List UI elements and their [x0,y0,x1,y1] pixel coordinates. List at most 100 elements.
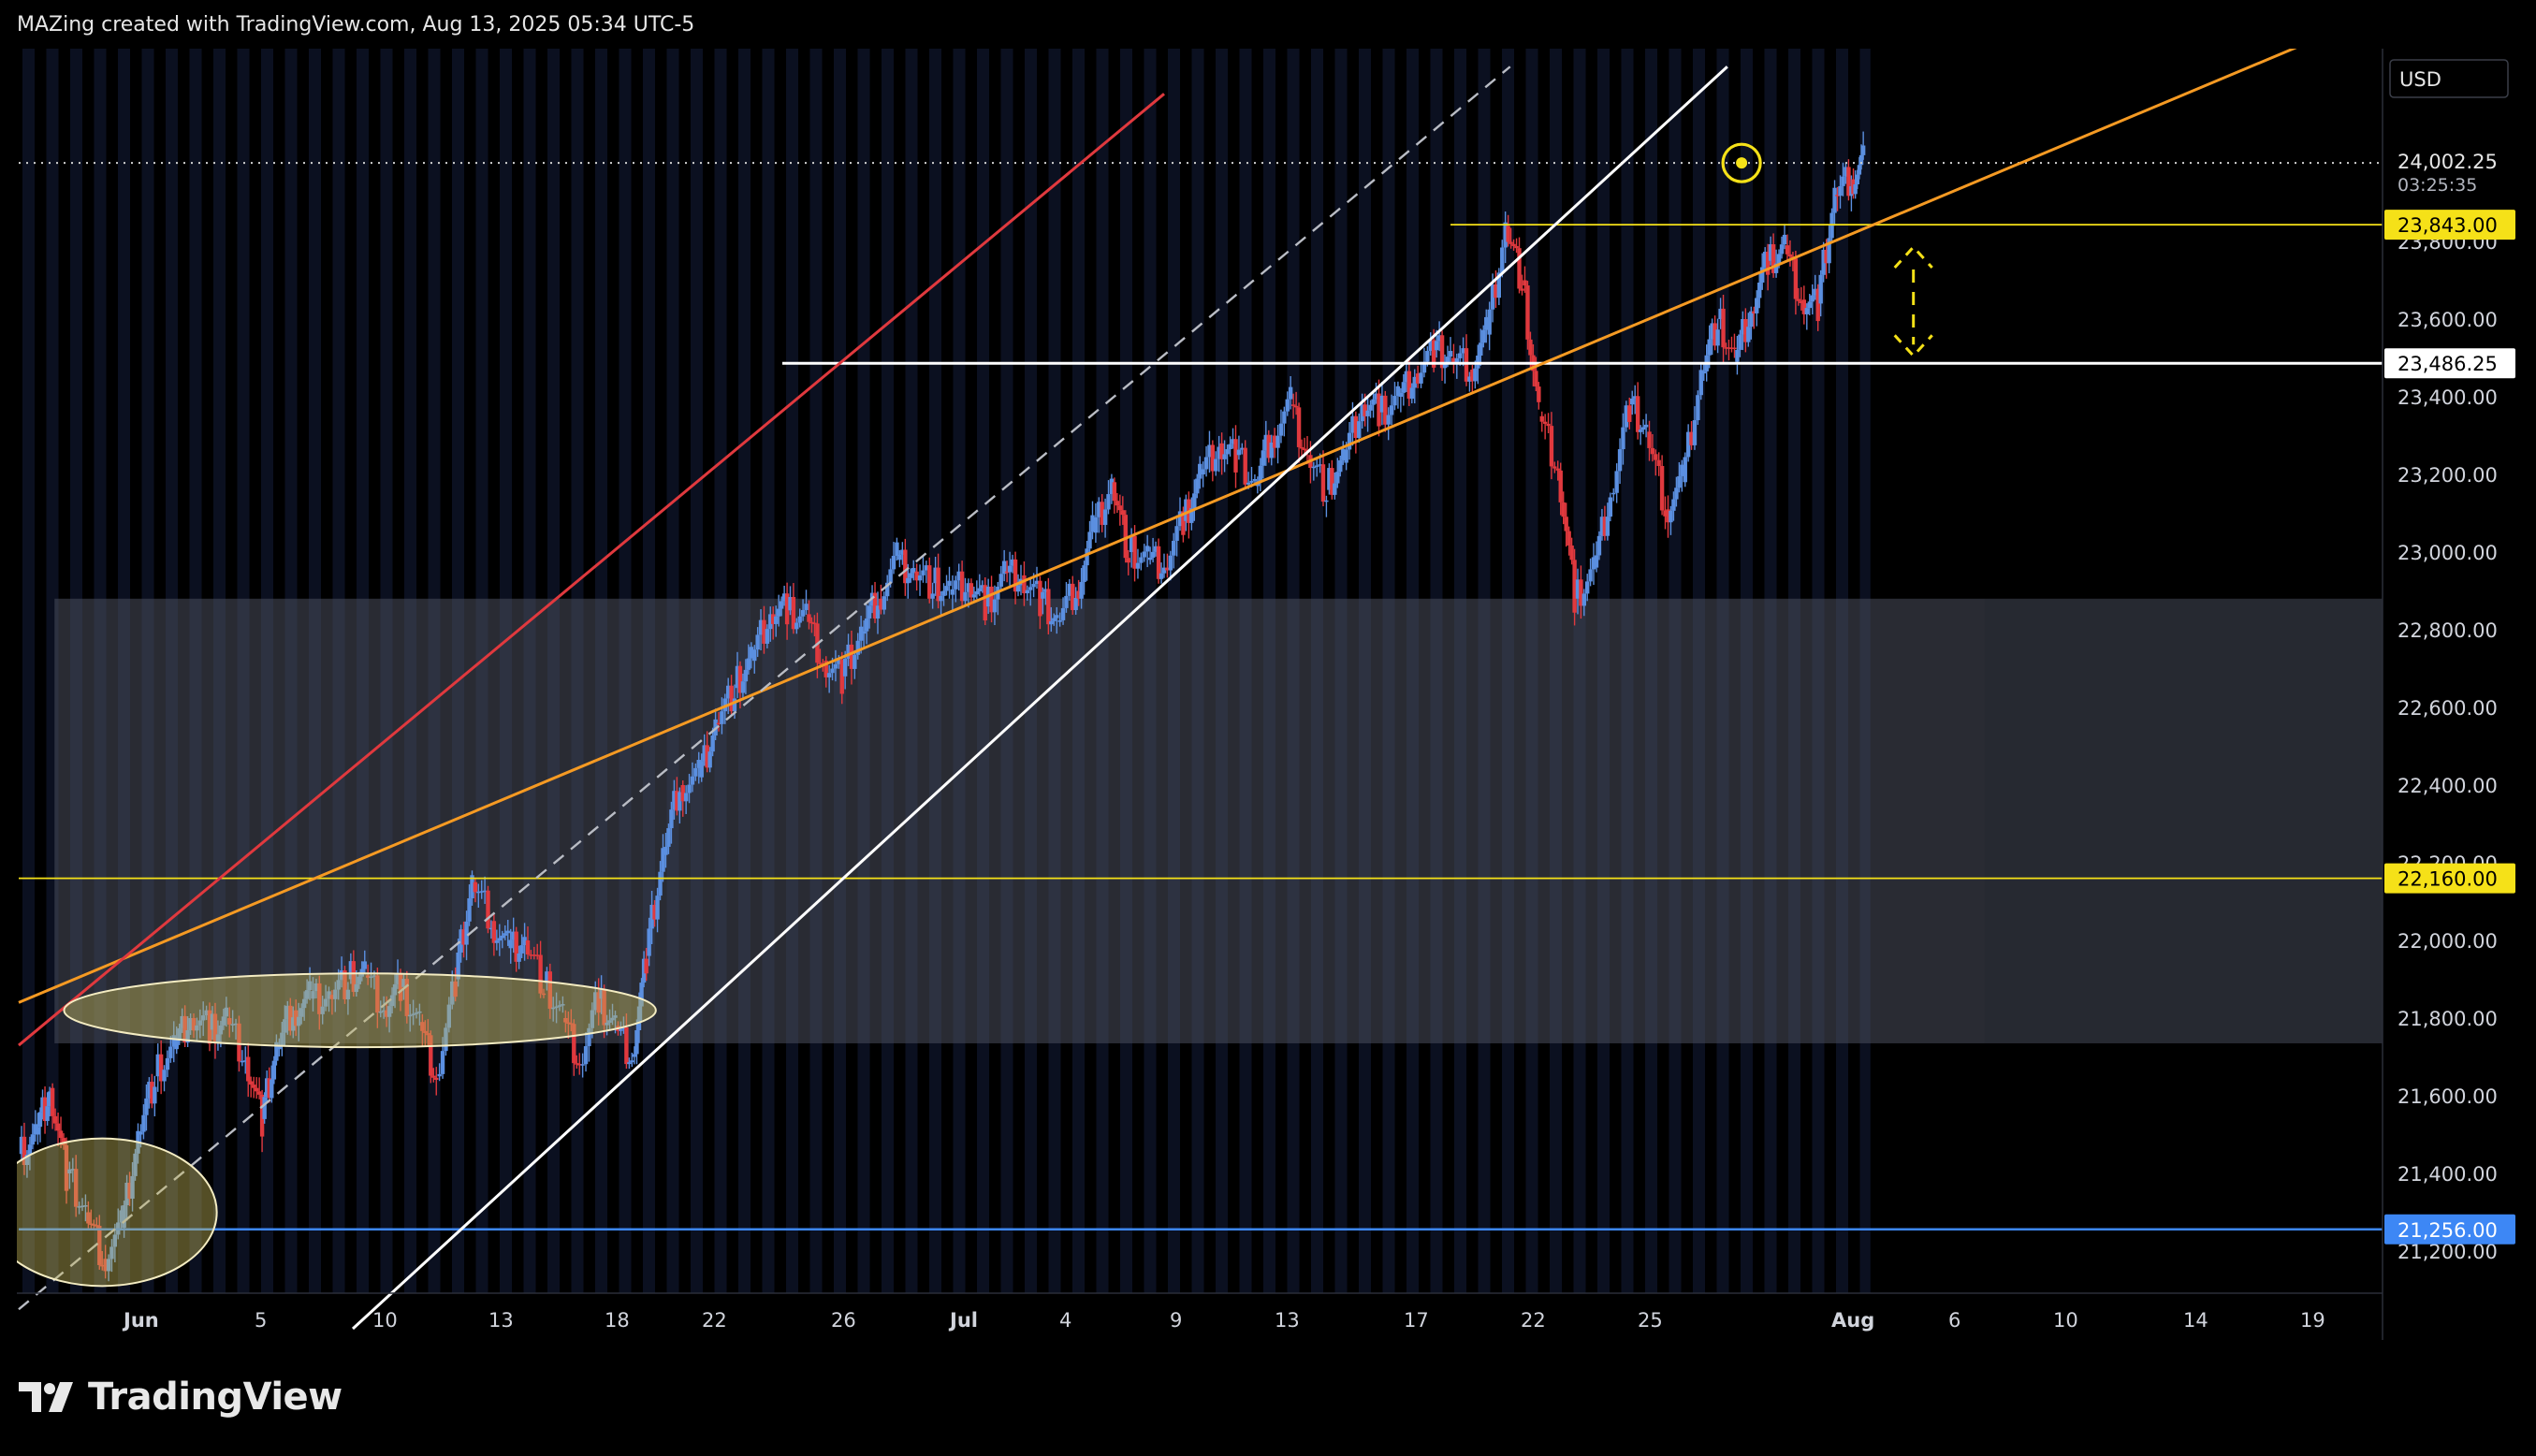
candle-body [1085,548,1089,566]
x-tick-label: 26 [831,1309,856,1332]
candle-body [1115,501,1120,506]
candle-body [1558,470,1563,502]
candle-body [809,621,814,624]
candle-body [174,1040,179,1050]
candle-body [1013,559,1018,592]
candle-body [511,931,516,940]
candle-body [666,828,671,847]
candle-body [150,1082,154,1104]
candle-body [1318,464,1322,466]
candle-body [1841,176,1845,186]
candle-body [55,1123,61,1131]
candle-body [649,904,654,929]
candle-body [133,1153,138,1176]
countdown-label: 03:25:35 [2398,175,2477,196]
candle-body [675,791,679,811]
candle-body [1669,510,1673,523]
candle-body [927,565,932,599]
candle-body [1288,386,1293,400]
candle-body [1392,396,1397,406]
candle-body [1671,499,1676,511]
candle-body [891,556,896,570]
candle-body [1643,424,1649,428]
candle-body [270,1079,274,1099]
candle-body [535,954,540,956]
candle-body [434,1077,439,1080]
candle-body [470,875,474,899]
candle-body [812,622,817,625]
candle-body [1299,446,1304,449]
candle-body [1406,371,1411,400]
candle-body [83,1205,88,1207]
chart-frame[interactable]: USD 21,200.00 21,400.00 21,600.00 21,800.00 2… [0,9,2517,1340]
candle-body [1090,515,1095,532]
candle-body [1022,575,1027,593]
candle-body [794,622,799,630]
candle-body [1715,329,1720,346]
candle-body [1293,405,1299,408]
candle-body [365,975,371,978]
candle-body [317,983,322,1014]
session-stripe [22,49,35,1293]
candle-body [572,1024,576,1064]
tradingview-brand[interactable]: TradingView [19,1376,343,1419]
candle-body [853,654,857,669]
candle-body [580,1064,585,1066]
candle-body [879,598,883,610]
tradingview-logo-icon [19,1382,73,1412]
candle-body [1222,454,1227,459]
candle-body [52,1115,58,1124]
candle-body [1198,463,1202,479]
candle-body [1572,560,1577,613]
candle-body [602,989,606,1026]
candle-body [1282,411,1287,424]
candle-body [1401,382,1406,393]
candle-body [42,1097,48,1121]
candle-body [1335,472,1340,484]
candle-body [486,890,490,929]
candle-body [641,958,647,983]
candle-body [596,992,601,1013]
candle-body [92,1224,96,1226]
candle-body [864,618,869,632]
candle-body [1796,298,1801,301]
candle-body [1542,421,1548,424]
candle-body [693,767,698,777]
candle-body [37,1112,43,1128]
candle-body [1240,447,1245,450]
candle-body [1231,439,1235,444]
candle-body [541,993,547,996]
candle-body [1815,288,1820,322]
candle-body [1350,415,1355,433]
candle-body [64,1144,69,1191]
candle-body [27,1144,33,1156]
x-tick-label: 22 [702,1309,727,1332]
candle-body [1007,565,1013,573]
candle-body [1738,334,1742,350]
candle-body [529,954,533,956]
candle-body [1278,423,1284,436]
candle-body [1638,430,1643,432]
price-chart[interactable]: USD 21,200.00 21,400.00 21,600.00 21,800.00 2… [0,9,2517,1340]
candle-body [97,1226,102,1265]
candle-body [1275,435,1280,448]
white-trendline [351,66,1728,1331]
candle-body [610,1017,615,1021]
y-tick-label: 23,000.00 [2398,542,2498,564]
candle-body [339,970,344,981]
candle-body [774,616,779,624]
candle-body [1431,340,1436,368]
candle-body [1100,502,1104,525]
candle-body [375,975,380,1013]
candle-body [280,1032,284,1047]
candle-body [1799,300,1804,303]
x-tick-label: 9 [1170,1309,1182,1332]
candle-body [109,1246,114,1259]
candle-body [680,785,685,802]
candle-body [522,937,527,946]
candle-body [605,1022,609,1026]
candle-body [1793,258,1799,299]
candle-body [944,586,949,591]
candle-body [1718,308,1723,319]
candle-body [1004,571,1010,574]
